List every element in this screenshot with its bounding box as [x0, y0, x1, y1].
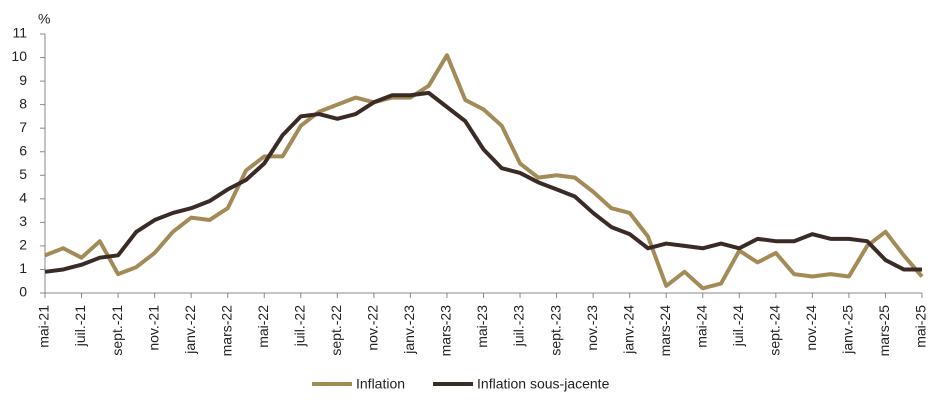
x-tick-label: janv.-24 — [620, 305, 636, 355]
x-tick-label: janv.-25 — [840, 305, 856, 355]
y-tick-label: 4 — [19, 190, 27, 206]
x-tick-label: mars-25 — [876, 305, 892, 357]
y-tick-label: 5 — [19, 166, 27, 182]
y-tick-label: 3 — [19, 213, 27, 229]
y-tick-label: 2 — [19, 237, 27, 253]
x-tick-label: janv.-23 — [401, 305, 417, 355]
x-tick-label: mars-24 — [657, 305, 673, 357]
line-series — [44, 53, 924, 291]
legend-label: Inflation sous-jacente — [477, 376, 610, 392]
x-tick-label: sept.-22 — [328, 305, 344, 356]
x-tick-label: sept.-21 — [109, 305, 125, 356]
x-tick-label: mai-24 — [693, 305, 709, 348]
y-tick-label: 11 — [12, 25, 27, 41]
x-tick-label: juil.-22 — [291, 305, 307, 347]
x-tick-label: nov.-21 — [145, 305, 161, 351]
x-tick-label: mars-23 — [438, 305, 454, 357]
x-tick-label: nov.-22 — [365, 305, 381, 351]
x-tick-label: mai-22 — [255, 305, 271, 348]
x-tick-label: juil.-24 — [730, 305, 746, 347]
x-tick-label: mai-25 — [913, 305, 929, 348]
x-tick-label: mai-23 — [474, 305, 490, 348]
x-tick-label: janv.-22 — [182, 305, 198, 355]
x-tick-label: sept.-23 — [547, 305, 563, 356]
y-tick-label: 1 — [19, 260, 27, 276]
x-tick-label: juil.-23 — [511, 305, 527, 347]
y-tick-label: 9 — [19, 72, 27, 88]
y-tick-label: 0 — [19, 284, 27, 300]
legend-label: Inflation — [356, 376, 405, 392]
y-tick-label: 8 — [19, 95, 27, 111]
x-tick-label: mai-21 — [36, 305, 52, 348]
y-tick-label: 10 — [11, 48, 27, 64]
line-series — [44, 90, 922, 274]
y-tick-label: 6 — [19, 142, 27, 158]
y-tick-label: 7 — [19, 119, 27, 135]
y-axis-label: % — [38, 11, 50, 27]
legend: Inflation Inflation sous-jacente — [312, 376, 610, 392]
x-tick-label: sept.-24 — [767, 305, 783, 356]
x-tick-label: nov.-24 — [803, 305, 819, 351]
x-tick-label: juil.-21 — [72, 305, 88, 347]
x-tick-label: nov.-23 — [584, 305, 600, 351]
x-tick-label: mars-22 — [218, 305, 234, 357]
